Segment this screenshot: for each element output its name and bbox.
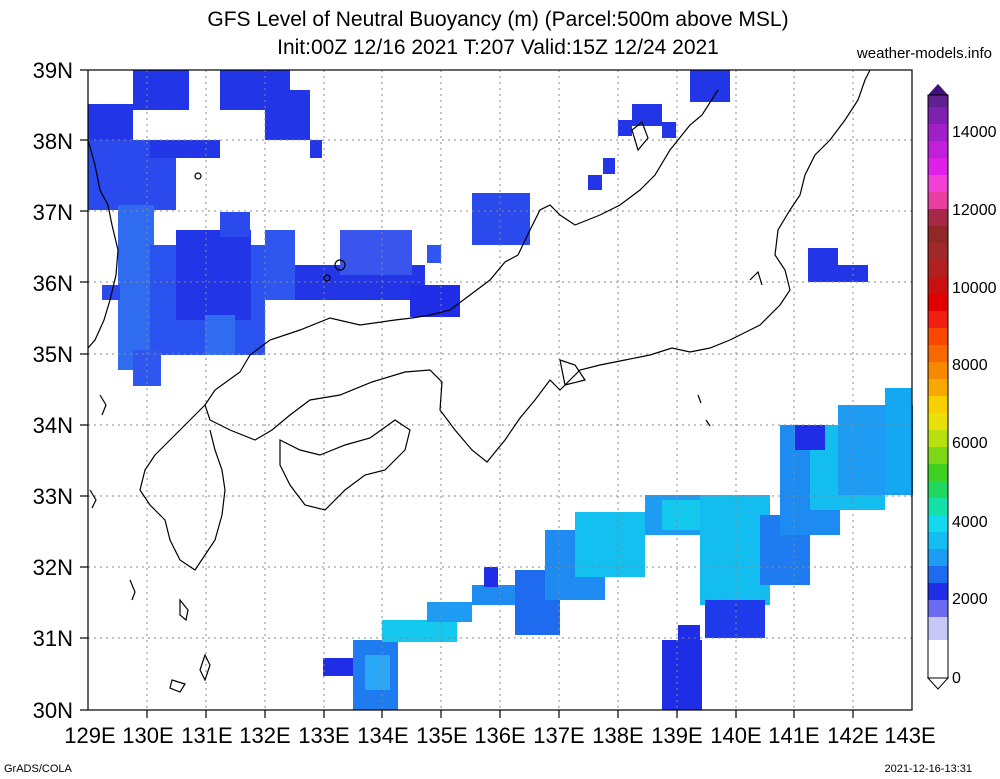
svg-text:10000: 10000 [952,280,997,297]
svg-text:36N: 36N [33,271,73,296]
svg-text:6000: 6000 [952,435,988,452]
svg-text:140E: 140E [710,723,761,748]
svg-text:33N: 33N [33,484,73,509]
svg-text:4000: 4000 [952,514,988,531]
svg-text:31N: 31N [33,626,73,651]
svg-text:130E: 130E [122,723,173,748]
svg-text:2000: 2000 [952,591,988,608]
coastlines [87,69,871,693]
svg-text:143E: 143E [884,723,935,748]
svg-text:139E: 139E [651,723,702,748]
svg-text:39N: 39N [33,58,73,83]
svg-text:0: 0 [952,670,961,687]
site-credit: weather-models.info [856,45,992,62]
footer-software: GrADS/COLA [4,763,72,775]
svg-text:35N: 35N [33,342,73,367]
svg-text:142E: 142E [827,723,878,748]
latitude-labels: 39N 38N 37N 36N 35N 34N 33N 32N 31N 30N [33,58,73,723]
svg-text:32N: 32N [33,555,73,580]
svg-text:37N: 37N [33,200,73,225]
svg-text:141E: 141E [768,723,819,748]
svg-text:12000: 12000 [952,202,997,219]
svg-text:132E: 132E [239,723,290,748]
svg-text:38N: 38N [33,129,73,154]
svg-text:131E: 131E [181,723,232,748]
latitude-ticks [80,69,88,711]
svg-text:30N: 30N [33,698,73,723]
footer-timestamp: 2021-12-16-13:31 [884,763,972,775]
colorbar [926,84,950,690]
svg-text:137E: 137E [533,723,584,748]
svg-text:136E: 136E [474,723,525,748]
longitude-labels: 129E 130E 131E 132E 133E 134E 135E 136E … [64,723,935,748]
colorbar-labels: 14000 12000 10000 8000 6000 4000 2000 0 [952,124,997,687]
longitude-ticks [146,710,854,718]
svg-text:8000: 8000 [952,357,988,374]
svg-text:133E: 133E [298,723,349,748]
svg-text:34N: 34N [33,413,73,438]
map-subtitle: Init:00Z 12/16 2021 T:207 Valid:15Z 12/2… [277,36,719,59]
graticule [88,70,912,710]
svg-text:134E: 134E [357,723,408,748]
buoyancy-shading [88,70,913,710]
svg-text:138E: 138E [592,723,643,748]
svg-text:14000: 14000 [952,124,997,141]
svg-text:129E: 129E [64,723,115,748]
svg-text:135E: 135E [416,723,467,748]
map-title: GFS Level of Neutral Buoyancy (m) (Parce… [207,8,789,31]
